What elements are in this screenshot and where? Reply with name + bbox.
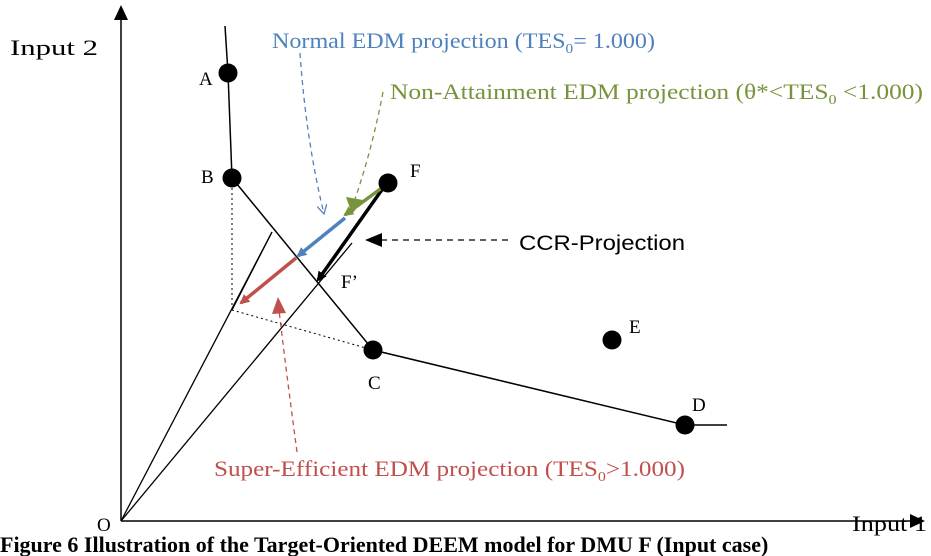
point-a-label: A <box>199 69 213 90</box>
super-efficient-label-suffix: >1.000) <box>606 456 685 481</box>
point-c-label: C <box>368 373 381 394</box>
point-c <box>363 340 383 360</box>
point-f-label: F <box>410 161 421 182</box>
non-attainment-edm-label: Non-Attainment EDM projection (θ*<TES 0 <… <box>390 79 923 108</box>
x-axis <box>121 514 925 528</box>
normal-edm-label: Normal EDM projection (TES 0= 1.000) <box>272 28 655 57</box>
point-b-label: B <box>201 167 214 188</box>
ccr-projection-arrow <box>316 182 388 282</box>
super-efficient-label-prefix: Super-Efficient EDM projection (TES <box>214 456 598 481</box>
point-d <box>675 415 695 435</box>
point-f-prime-label: F’ <box>341 272 358 293</box>
origin-label: O <box>97 515 111 536</box>
non-attainment-label-prefix: Non-Attainment EDM projection (θ*<TES <box>390 79 828 104</box>
point-d-label: D <box>692 395 706 416</box>
y-axis <box>114 5 128 521</box>
ccr-projection-label: CCR-Projection <box>519 232 685 255</box>
point-f <box>378 173 398 193</box>
non-attainment-label-sub: 0 <box>828 93 836 108</box>
point-b <box>222 168 242 188</box>
super-efficient-pointer <box>272 297 298 453</box>
point-a <box>218 63 238 83</box>
x-axis-label: Input 1 <box>852 511 927 536</box>
super-efficient-edm-label: Super-Efficient EDM projection (TES 0>1.0… <box>214 456 685 485</box>
dotted-line-to-c <box>231 309 374 351</box>
normal-edm-label-prefix: Normal EDM projection (TES <box>272 28 566 53</box>
normal-edm-pointer <box>299 52 324 214</box>
y-axis-label: Input 2 <box>10 35 98 60</box>
super-efficient-segment <box>231 231 273 311</box>
ccr-pointer <box>365 233 508 247</box>
super-efficient-arrow <box>239 256 298 305</box>
ray-to-f <box>120 242 353 522</box>
point-e-label: E <box>629 317 641 338</box>
point-e <box>602 330 622 350</box>
non-attainment-label-suffix: <1.000) <box>837 79 923 104</box>
normal-edm-arrow <box>296 216 347 258</box>
normal-edm-label-suffix: = 1.000) <box>573 28 655 53</box>
figure-caption: Figure 6 Illustration of the Target-Orie… <box>0 532 769 556</box>
normal-edm-label-sub: 0 <box>566 42 574 57</box>
super-efficient-label-sub: 0 <box>598 470 606 485</box>
non-attainment-pointer <box>346 91 384 214</box>
